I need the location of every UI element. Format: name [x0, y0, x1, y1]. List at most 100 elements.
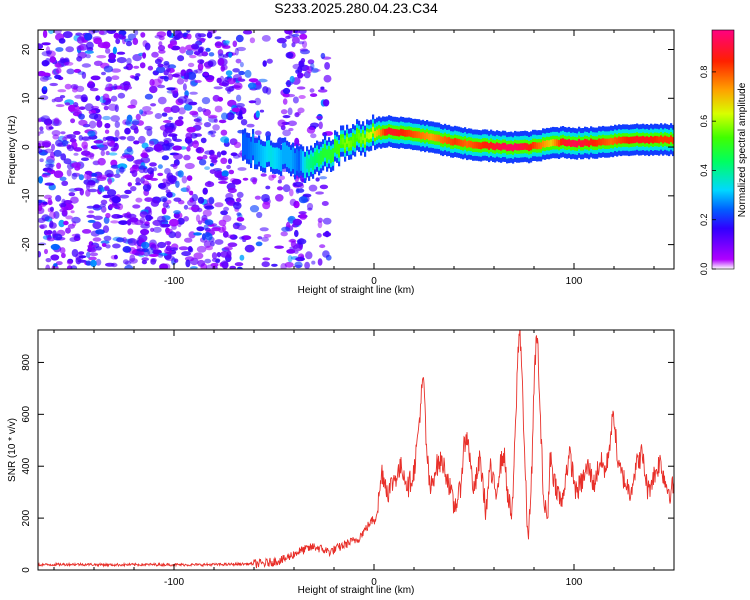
y-tick-label: 0 [21, 567, 32, 573]
noise-cell [152, 226, 162, 233]
ridge-cell [582, 140, 585, 147]
ridge-cell [426, 132, 429, 139]
ridge-cell [666, 136, 669, 144]
noise-cell [178, 116, 184, 120]
noise-cell [55, 67, 62, 74]
noise-cell [161, 207, 167, 215]
ridge-cell [484, 141, 487, 149]
noise-cell [73, 152, 79, 156]
noise-cell [39, 130, 44, 134]
noise-cell [38, 217, 46, 223]
ridge-cell [650, 135, 653, 143]
noise-cell [96, 120, 103, 128]
noise-cell [163, 263, 171, 269]
noise-cell [59, 95, 66, 99]
ridge-cell [432, 133, 435, 141]
noise-cell [55, 139, 63, 147]
noise-cell [178, 107, 186, 115]
ridge-cell [482, 141, 485, 149]
ridge-cell [410, 130, 413, 138]
noise-cell [125, 118, 133, 127]
noise-cell [70, 265, 78, 269]
ridge-cell [344, 142, 347, 150]
ridge-cell [416, 131, 419, 139]
noise-cell [309, 88, 315, 93]
noise-cell [197, 259, 206, 267]
ridge-cell [314, 155, 317, 162]
noise-cell [116, 57, 127, 64]
ridge-cell [352, 136, 355, 144]
noise-cell [168, 231, 176, 239]
noise-cell [55, 47, 64, 52]
noise-cell [74, 187, 83, 191]
noise-cell [300, 49, 310, 55]
noise-cell [320, 86, 325, 90]
noise-cell [318, 121, 323, 130]
noise-cell [225, 70, 233, 76]
noise-cell [231, 178, 242, 185]
noise-cell [281, 168, 288, 173]
noise-cell [214, 202, 224, 208]
noise-cell [189, 247, 194, 253]
noise-cell [276, 186, 284, 191]
noise-cell [40, 72, 51, 76]
noise-cell [93, 215, 103, 220]
noise-cell [225, 86, 235, 92]
noise-cell [48, 30, 54, 35]
noise-cell [211, 252, 218, 260]
noise-cell [244, 69, 252, 78]
noise-cell [203, 72, 209, 76]
ridge-cell [368, 132, 371, 140]
noise-cell [51, 143, 55, 151]
ridge-cell [532, 142, 535, 149]
noise-cell [317, 89, 328, 93]
ridge-cell [580, 140, 583, 148]
ridge-cell [642, 135, 645, 143]
noise-cell [54, 74, 62, 80]
noise-cell [45, 264, 51, 269]
noise-cell [118, 34, 123, 39]
noise-cell [201, 97, 211, 105]
ridge-cell [494, 143, 497, 151]
noise-cell [236, 266, 243, 269]
ridge-cell [326, 152, 329, 160]
ridge-cell [362, 133, 365, 141]
ridge-cell [562, 138, 565, 145]
noise-cell [176, 32, 184, 39]
ridge-cell [332, 151, 335, 159]
noise-cell [165, 245, 172, 252]
ridge-cell [420, 132, 423, 140]
noise-cell [305, 251, 313, 260]
ridge-cell [466, 141, 469, 148]
noise-cell [68, 104, 75, 112]
noise-cell [189, 54, 197, 59]
ridge-cell [458, 138, 461, 146]
noise-cell [59, 176, 67, 181]
noise-cell [177, 170, 184, 178]
noise-cell [187, 62, 195, 68]
noise-cell [161, 112, 168, 117]
noise-cell [204, 150, 214, 155]
noise-cell [107, 189, 117, 197]
snr-y-label: SNR (10 * v/v) [7, 418, 18, 482]
y-tick-label: 200 [21, 509, 32, 526]
ridge-cell [256, 150, 259, 158]
noise-cell [168, 175, 177, 183]
snr-y-ticks: 0 200 400 600 800 [21, 354, 674, 573]
noise-cell [96, 176, 107, 181]
noise-cell [61, 252, 66, 259]
noise-cell [102, 115, 111, 121]
ridge-cell [296, 156, 299, 164]
noise-cell [157, 164, 163, 169]
noise-cell [277, 137, 283, 146]
colorbar-frame [711, 29, 735, 270]
ridge-cell [304, 164, 307, 171]
noise-cell [310, 133, 317, 139]
noise-cell [175, 180, 180, 188]
noise-cell [108, 203, 114, 209]
ridge-cell [612, 138, 615, 145]
ridge-cell [474, 141, 477, 149]
noise-cell [118, 220, 128, 226]
noise-cell [49, 211, 56, 220]
noise-cell [62, 208, 68, 217]
